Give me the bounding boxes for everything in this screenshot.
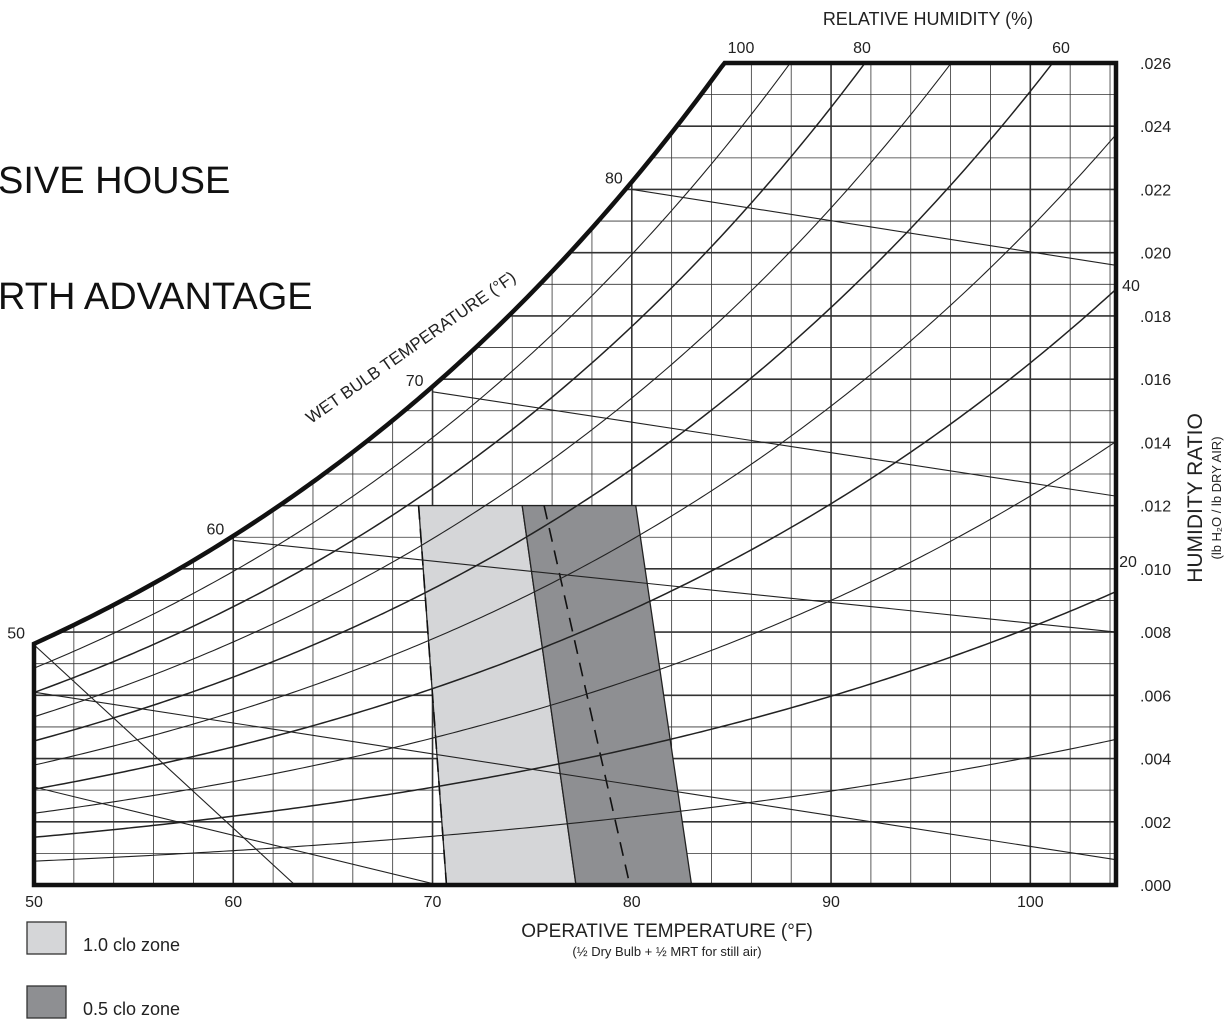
wetbulb-label: 70 bbox=[406, 373, 424, 390]
y-tick-label: .024 bbox=[1140, 119, 1171, 136]
rh-curve-label: 100 bbox=[728, 40, 755, 57]
x-tick-label: 80 bbox=[623, 894, 641, 911]
x-axis-title: OPERATIVE TEMPERATURE (°F) bbox=[521, 921, 813, 942]
rh-curve-minor bbox=[34, 739, 1116, 862]
chart-frame bbox=[31, 60, 1119, 888]
zone-dashed-boundary bbox=[543, 505, 631, 885]
chart-curves bbox=[34, 63, 1116, 885]
rh-curve-80 bbox=[34, 63, 1116, 694]
legend-swatch bbox=[26, 985, 67, 1019]
y-tick-label: .010 bbox=[1140, 562, 1171, 579]
rh-axis-title: RELATIVE HUMIDITY (%) bbox=[823, 9, 1033, 29]
wetbulb-label: 60 bbox=[206, 521, 224, 538]
y-axis-title: HUMIDITY RATIO bbox=[1184, 413, 1207, 583]
y-tick-label: .000 bbox=[1140, 878, 1171, 895]
rh-curve-minor bbox=[34, 63, 1116, 669]
wetbulb-line-80 bbox=[631, 188, 1116, 266]
y-tick-label: .016 bbox=[1140, 372, 1171, 389]
rh-curve-minor bbox=[34, 441, 1116, 814]
legend-swatch bbox=[26, 921, 67, 955]
y-axis-note: (lb H₂O / lb DRY AIR) bbox=[1209, 436, 1224, 559]
x-tick-label: 60 bbox=[224, 894, 242, 911]
wetbulb-line-70 bbox=[432, 391, 1116, 497]
wetbulb-line-minor bbox=[34, 786, 439, 885]
rh-curve-label: 40 bbox=[1122, 278, 1140, 295]
x-tick-label: 50 bbox=[25, 894, 43, 911]
x-tick-label: 90 bbox=[822, 894, 840, 911]
wetbulb-line-50 bbox=[34, 644, 296, 885]
x-tick-label: 70 bbox=[424, 894, 442, 911]
rh-curve-20 bbox=[34, 591, 1116, 838]
y-tick-label: .022 bbox=[1140, 182, 1171, 199]
y-tick-label: .018 bbox=[1140, 309, 1171, 326]
slide-title-fragment-2: RTH ADVANTAGE bbox=[0, 276, 313, 318]
comfort-zone-0-5-clo-zone bbox=[521, 504, 693, 885]
chart-legend: 1.0 clo zone 0.5 clo zone bbox=[26, 921, 180, 1019]
rh-curve-label: 60 bbox=[1052, 40, 1070, 57]
rh-curve-minor bbox=[34, 135, 1116, 766]
y-tick-label: .012 bbox=[1140, 499, 1171, 516]
wetbulb-label: 50 bbox=[7, 626, 25, 643]
wetbulb-label: 80 bbox=[605, 170, 623, 187]
rh-curve-60 bbox=[34, 63, 1116, 742]
wetbulb-line-minor bbox=[34, 691, 1116, 861]
rh-curve-label: 20 bbox=[1119, 554, 1137, 571]
y-tick-label: .026 bbox=[1140, 56, 1171, 73]
rh-curve-minor bbox=[34, 63, 1116, 718]
comfort-zones bbox=[417, 504, 693, 885]
y-tick-label: .004 bbox=[1140, 752, 1171, 769]
zone-dashed-boundary bbox=[417, 505, 448, 885]
rh-curve-label: 80 bbox=[853, 40, 871, 57]
rh-curve-40 bbox=[34, 289, 1116, 790]
chart-border bbox=[31, 60, 1119, 888]
slide-title-fragment-1: SIVE HOUSE bbox=[0, 160, 231, 202]
y-tick-label: .006 bbox=[1140, 688, 1171, 705]
y-tick-label: .020 bbox=[1140, 246, 1171, 263]
legend-label: 0.5 clo zone bbox=[83, 999, 180, 1019]
y-tick-label: .014 bbox=[1140, 435, 1171, 452]
x-axis-note: (½ Dry Bulb + ½ MRT for still air) bbox=[572, 944, 761, 959]
wetbulb-line-60 bbox=[233, 539, 1116, 633]
y-tick-label: .002 bbox=[1140, 815, 1171, 832]
legend-label: 1.0 clo zone bbox=[83, 935, 180, 955]
x-tick-label: 100 bbox=[1017, 894, 1044, 911]
y-tick-label: .008 bbox=[1140, 625, 1171, 642]
